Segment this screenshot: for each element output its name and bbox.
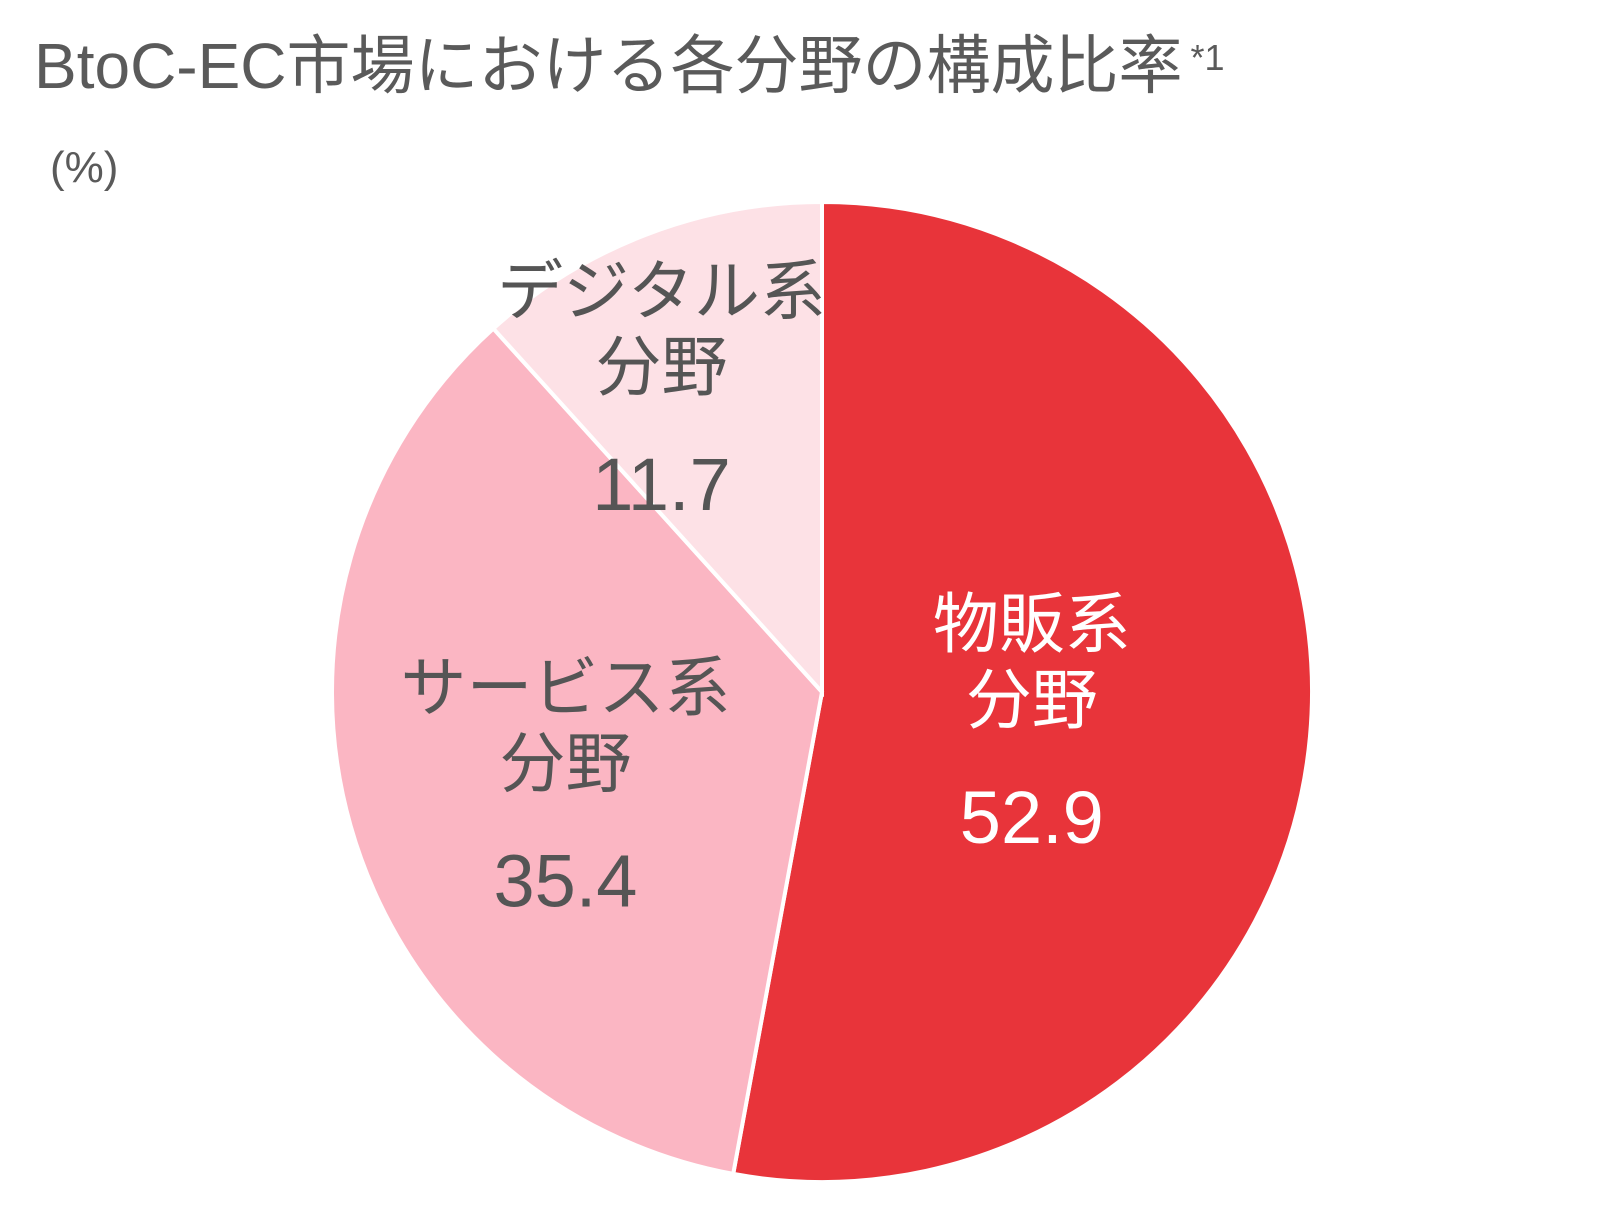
slice-label-digital-1: 分野 [596, 330, 728, 404]
pie-slice-service [330, 325, 825, 1177]
slice-label-service-0: サービス系 [400, 651, 730, 725]
slice-label-digital-0: デジタル系 [497, 254, 826, 328]
chart-title: BtoC-EC市場における各分野の構成比率 *1 [34, 34, 1225, 98]
slice-label-goods-1: 分野 [966, 663, 1098, 737]
slice-value-digital: 11.7 [592, 443, 731, 526]
pie-slice-goods [730, 199, 1314, 1184]
slice-label-goods-0: 物販系 [933, 587, 1131, 661]
pie-slice-digital [490, 199, 824, 698]
slice-value-goods: 52.9 [960, 776, 1104, 859]
pie-slices [330, 199, 1314, 1184]
chart-title-note: *1 [1190, 37, 1225, 78]
unit-label: (%) [50, 143, 119, 192]
chart-title-text: BtoC-EC市場における各分野の構成比率 [34, 30, 1183, 102]
slice-label-service-1: 分野 [499, 727, 631, 801]
slice-value-service: 35.4 [493, 840, 637, 923]
